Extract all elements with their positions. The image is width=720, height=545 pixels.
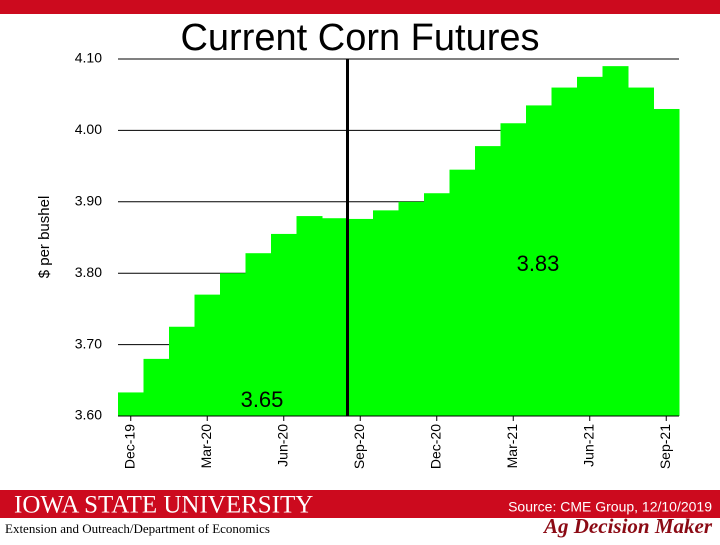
y-tick-label: 4.10	[75, 50, 102, 66]
bar	[373, 210, 399, 416]
bar	[602, 66, 629, 416]
x-tick-label: Jun-20	[274, 424, 290, 467]
bars	[118, 66, 680, 416]
bar	[347, 218, 374, 416]
bar	[500, 123, 527, 416]
bar	[628, 87, 654, 416]
y-axis-label: $ per bushel	[36, 196, 53, 279]
x-tick-label: Jun-21	[580, 424, 596, 467]
top-band	[0, 0, 720, 14]
x-tick-label: Sep-21	[657, 424, 673, 469]
bar	[526, 105, 552, 416]
bar	[118, 392, 144, 416]
y-tick-label: 3.60	[75, 407, 102, 423]
bar	[194, 294, 221, 416]
bar	[245, 253, 272, 416]
bar	[143, 358, 170, 416]
x-tick-label: Mar-21	[504, 424, 520, 469]
footer-band	[0, 490, 720, 518]
bar	[551, 87, 578, 416]
bar	[296, 216, 323, 416]
x-tick-label: Sep-20	[351, 424, 367, 469]
x-tick-label: Dec-19	[121, 424, 137, 469]
y-tick-label: 4.00	[75, 121, 102, 137]
bar	[475, 146, 501, 416]
bar	[577, 76, 603, 416]
bar	[424, 193, 450, 416]
axes: 3.60 3.70 3.80 3.90 4.00 4.10 Dec-19 Mar-20 Jun-…	[75, 50, 679, 469]
bar	[449, 169, 476, 416]
bar	[169, 326, 195, 416]
chart-title: Current Corn Futures	[180, 17, 539, 59]
bar	[398, 201, 425, 416]
y-tick-label: 3.80	[75, 264, 102, 280]
brand: Ag Decision Maker	[542, 514, 713, 538]
bar	[220, 273, 246, 416]
y-tick-label: 3.70	[75, 335, 102, 351]
x-tick-label: Dec-20	[427, 424, 443, 469]
bar	[653, 108, 680, 416]
bar	[322, 218, 348, 416]
annotation: 3.83	[517, 251, 560, 276]
y-tick-label: 3.90	[75, 193, 102, 209]
university-name: IOWA STATE UNIVERSITY	[14, 492, 313, 519]
annotation: 3.65	[241, 387, 284, 412]
department: Extension and Outreach/Department of Eco…	[5, 521, 270, 536]
source-note: Source: CME Group, 12/10/2019	[508, 499, 712, 515]
bar	[271, 233, 297, 416]
x-tick-label: Mar-20	[198, 424, 214, 469]
